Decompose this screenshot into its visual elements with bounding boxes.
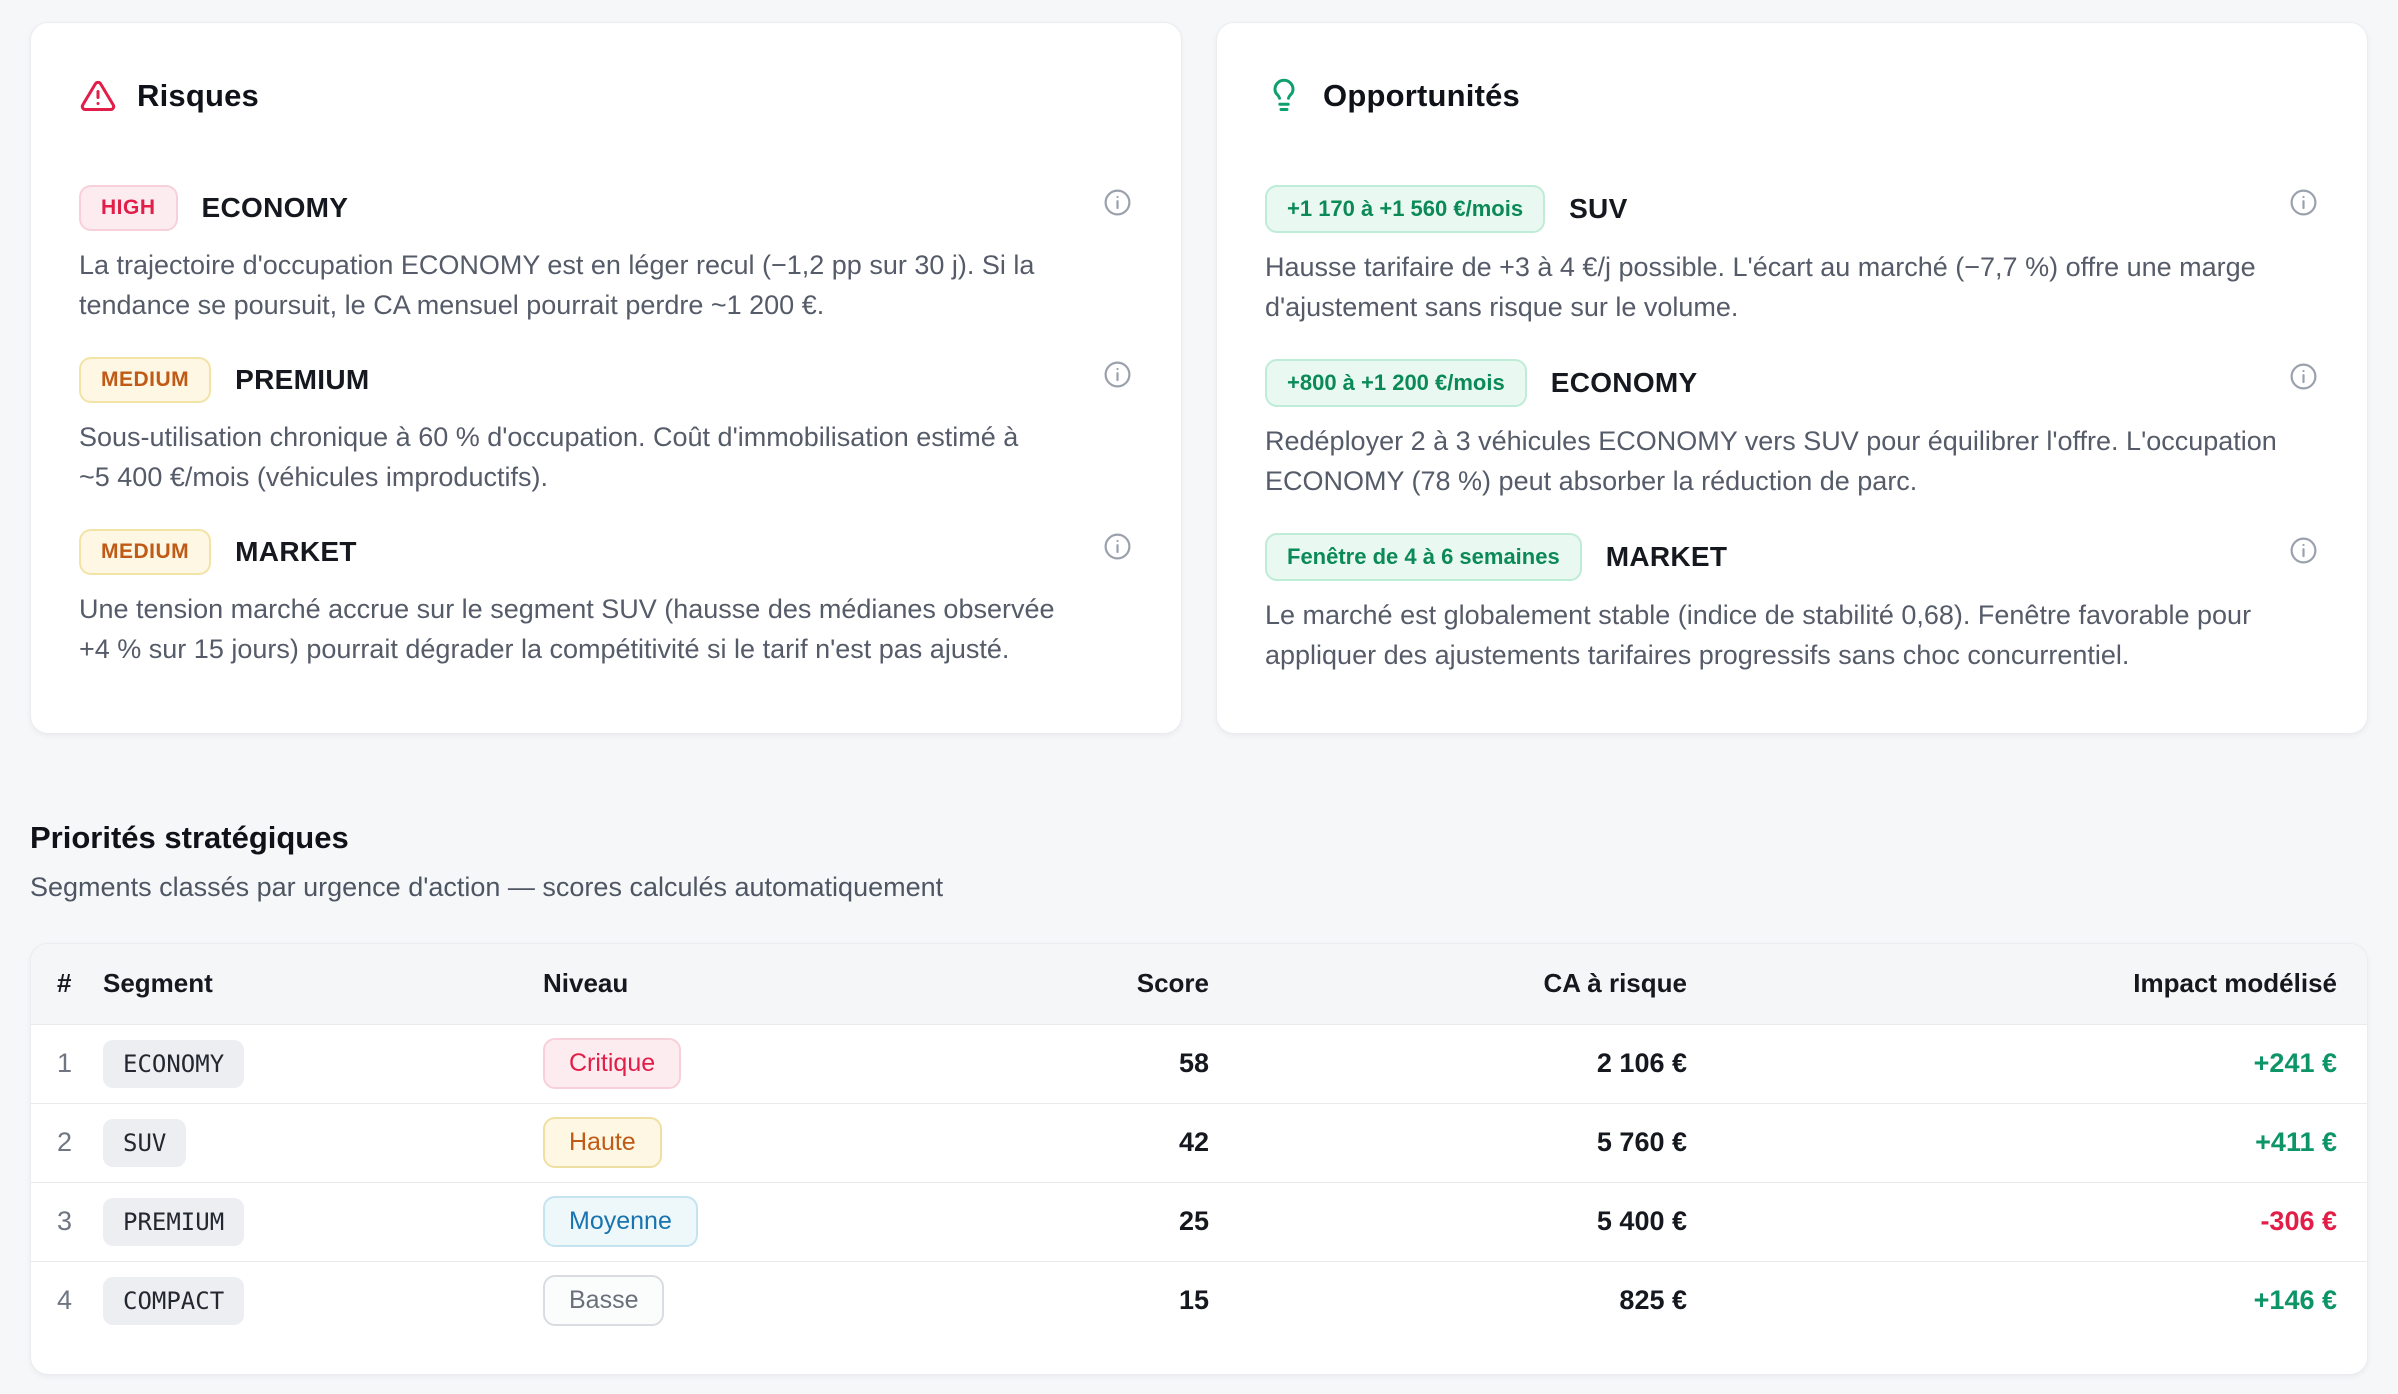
score-value: 25 (1178, 1206, 1209, 1236)
opportunity-segment-label: MARKET (1605, 541, 1728, 572)
opportunity-gain-badge: +1 170 à +1 560 €/mois (1265, 185, 1546, 233)
impact-value: +411 € (2255, 1127, 2337, 1157)
opportunity-item: +1 170 à +1 560 €/mois SUV Hausse tarifa… (1265, 185, 2319, 327)
level-badge: Critique (543, 1038, 682, 1089)
ca-value: 825 € (1619, 1285, 1687, 1316)
risks-card-title: Risques (137, 78, 259, 113)
priorities-table: # Segment Niveau Score CA à risque Impac… (31, 944, 2367, 1340)
risk-severity-badge: MEDIUM (79, 529, 212, 575)
opportunity-description: Hausse tarifaire de +3 à 4 €/j possible.… (1265, 252, 2256, 322)
table-row: 3 PREMIUM Moyenne 25 5 400 € -306 € (31, 1181, 2367, 1261)
row-rank: 4 (57, 1285, 73, 1316)
impact-value: -306 € (2260, 1206, 2337, 1236)
table-row: 4 COMPACT Basse 15 825 € +146 € (31, 1260, 2367, 1340)
opportunities-card-title: Opportunités (1323, 78, 1520, 113)
insight-cards-row: Risques HIGH ECONOMY La trajectoire d'oc… (30, 22, 2368, 734)
risk-description: Sous-utilisation chronique à 60 % d'occu… (79, 422, 1019, 492)
risk-segment-label: PREMIUM (235, 364, 370, 395)
risk-item: MEDIUM MARKET Une tension marché accrue … (79, 529, 1133, 669)
ca-value: 2 106 € (1596, 1048, 1687, 1078)
risk-item: MEDIUM PREMIUM Sous-utilisation chroniqu… (79, 357, 1133, 497)
opportunity-segment-label: SUV (1569, 193, 1628, 224)
risk-description: La trajectoire d'occupation ECONOMY est … (79, 250, 1035, 320)
info-icon[interactable] (2288, 361, 2319, 392)
info-icon[interactable] (1102, 359, 1133, 390)
alert-triangle-icon (79, 77, 117, 115)
segment-chip: COMPACT (103, 1276, 245, 1325)
impact-value: +241 € (2253, 1048, 2337, 1078)
info-icon[interactable] (2288, 535, 2319, 566)
level-badge: Basse (543, 1275, 665, 1327)
header-impact: Impact modélisé (1699, 944, 2367, 1024)
opportunity-segment-label: ECONOMY (1550, 367, 1698, 398)
segment-chip: ECONOMY (103, 1039, 245, 1088)
info-icon[interactable] (1102, 187, 1133, 218)
score-value: 15 (1178, 1285, 1209, 1316)
info-icon[interactable] (2288, 187, 2319, 218)
table-row: 2 SUV Haute 42 5 760 € +411 € (31, 1102, 2367, 1182)
opportunity-item: Fenêtre de 4 à 6 semaines MARKET Le marc… (1265, 533, 2319, 675)
risk-severity-badge: HIGH (79, 185, 178, 231)
priorities-subtitle: Segments classés par urgence d'action — … (30, 872, 944, 902)
header-score: Score (983, 944, 1221, 1024)
table-header-row: # Segment Niveau Score CA à risque Impac… (31, 944, 2367, 1024)
info-icon[interactable] (1102, 531, 1133, 562)
risk-description: Une tension marché accrue sur le segment… (79, 594, 1055, 664)
score-value: 58 (1178, 1048, 1209, 1078)
level-badge: Moyenne (543, 1196, 698, 1247)
opportunity-window-badge: Fenêtre de 4 à 6 semaines (1265, 533, 1582, 581)
opportunity-gain-badge: +800 à +1 200 €/mois (1265, 359, 1527, 407)
level-badge: Haute (543, 1117, 662, 1168)
priorities-table-card: # Segment Niveau Score CA à risque Impac… (30, 943, 2368, 1375)
header-rank: # (31, 944, 91, 1024)
opportunity-item: +800 à +1 200 €/mois ECONOMY Redéployer … (1265, 359, 2319, 501)
lightbulb-icon (1265, 77, 1303, 115)
risk-severity-badge: MEDIUM (79, 357, 212, 403)
header-level: Niveau (531, 944, 983, 1024)
ca-value: 5 760 € (1596, 1127, 1687, 1157)
score-value: 42 (1178, 1127, 1209, 1157)
opportunities-card: Opportunités +1 170 à +1 560 €/mois SUV … (1216, 22, 2368, 734)
ca-value: 5 400 € (1596, 1206, 1687, 1236)
segment-chip: SUV (103, 1118, 187, 1167)
row-rank: 1 (57, 1048, 73, 1078)
row-rank: 2 (57, 1127, 73, 1157)
risk-item: HIGH ECONOMY La trajectoire d'occupation… (79, 185, 1133, 325)
opportunity-description: Le marché est globalement stable (indice… (1265, 600, 2252, 670)
risks-card-header: Risques (79, 77, 1133, 115)
opportunity-description: Redéployer 2 à 3 véhicules ECONOMY vers … (1265, 426, 2277, 496)
header-ca: CA à risque (1221, 944, 1699, 1024)
opportunities-card-header: Opportunités (1265, 77, 2319, 115)
risk-segment-label: ECONOMY (201, 192, 349, 223)
priorities-section-header: Priorités stratégiques Segments classés … (0, 820, 2398, 903)
table-row: 1 ECONOMY Critique 58 2 106 € +241 € (31, 1023, 2367, 1103)
impact-value: +146 € (2253, 1285, 2337, 1316)
risks-card: Risques HIGH ECONOMY La trajectoire d'oc… (30, 22, 1182, 734)
header-segment: Segment (91, 944, 531, 1024)
segment-chip: PREMIUM (103, 1197, 245, 1246)
row-rank: 3 (57, 1206, 73, 1236)
risk-segment-label: MARKET (235, 536, 357, 567)
priorities-title: Priorités stratégiques (30, 820, 349, 855)
